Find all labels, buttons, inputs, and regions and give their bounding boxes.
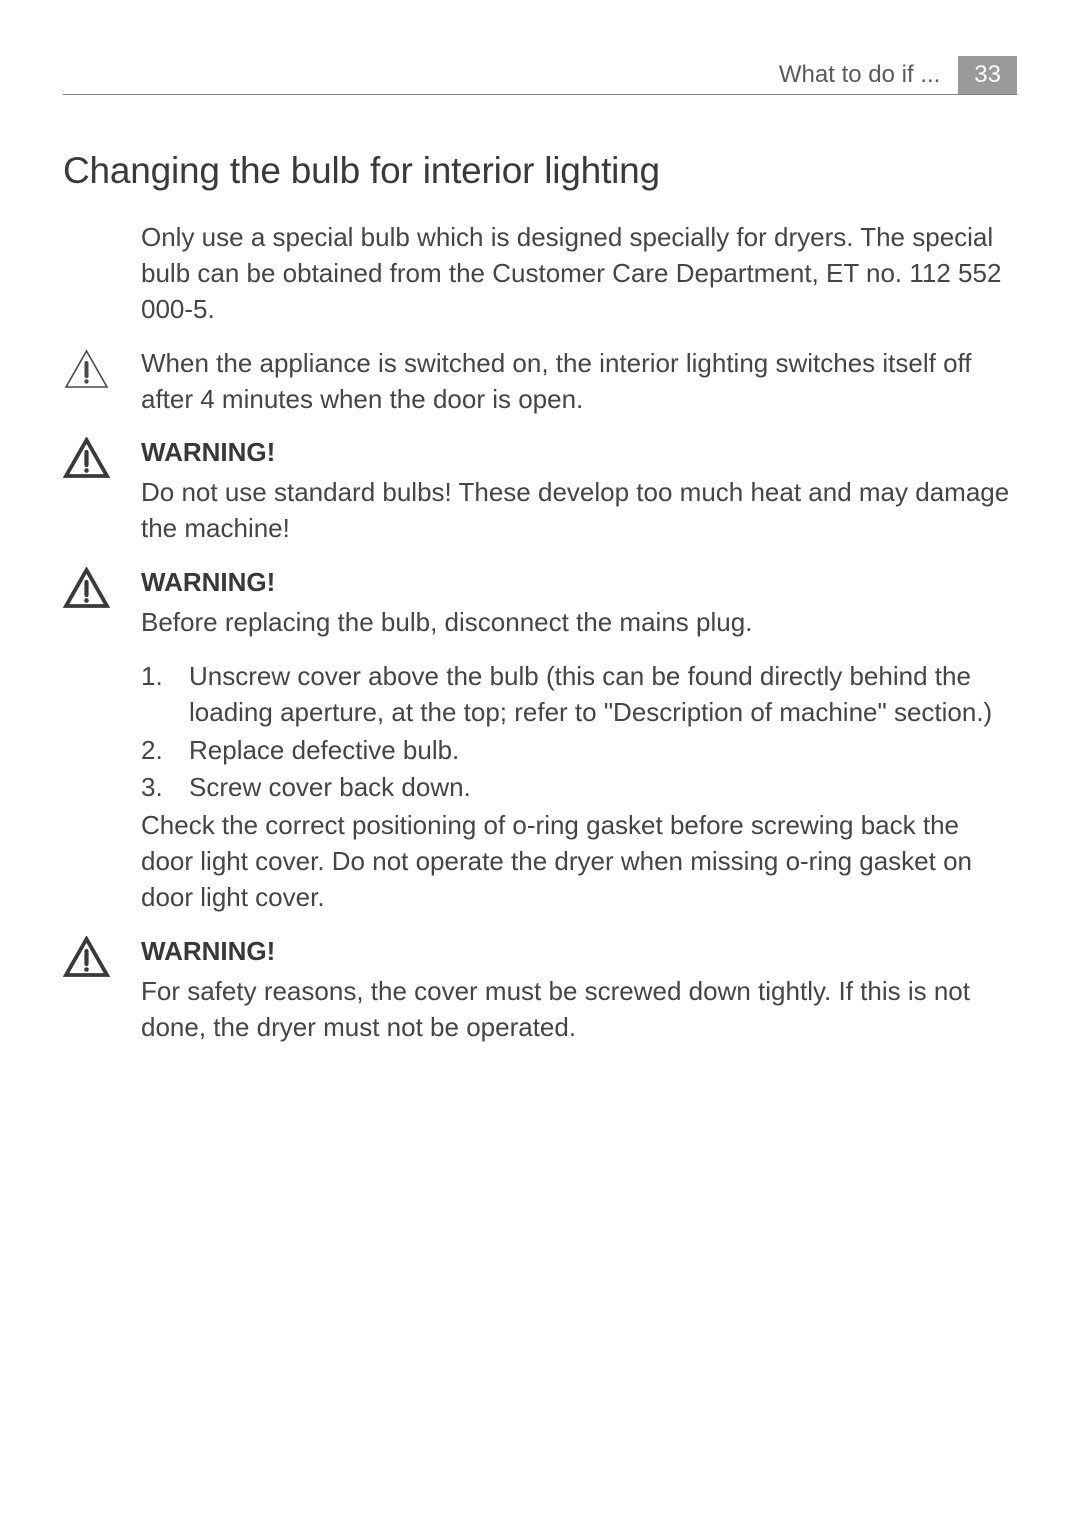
- warning-icon: [63, 437, 110, 479]
- step-item: Screw cover back down.: [141, 770, 1017, 806]
- steps-list: Unscrew cover above the bulb (this can b…: [141, 659, 1017, 807]
- warning2-row: WARNING! Before replacing the bulb, disc…: [63, 565, 1017, 641]
- warning-icon: [63, 936, 110, 978]
- icon-spacer: [63, 659, 141, 916]
- warning2-icon-col: [63, 565, 141, 641]
- caution-icon: [63, 348, 110, 390]
- warning3-body: For safety reasons, the cover must be sc…: [141, 974, 1017, 1046]
- warning1-body: Do not use standard bulbs! These develop…: [141, 475, 1017, 547]
- steps-text: Unscrew cover above the bulb (this can b…: [141, 659, 1017, 916]
- warning3-icon-col: [63, 934, 141, 1046]
- header-divider: [63, 94, 1017, 95]
- after-steps-text: Check the correct positioning of o-ring …: [141, 808, 1017, 916]
- warning3-text: WARNING! For safety reasons, the cover m…: [141, 934, 1017, 1046]
- warning1-row: WARNING! Do not use standard bulbs! Thes…: [63, 435, 1017, 547]
- page-header: What to do if ... 33: [779, 56, 1017, 94]
- header-section-label: What to do if ...: [779, 61, 940, 89]
- warning1-title: WARNING!: [141, 435, 1017, 471]
- intro-text: Only use a special bulb which is designe…: [141, 220, 1017, 328]
- warning-icon: [63, 567, 110, 609]
- note-row: When the appliance is switched on, the i…: [63, 346, 1017, 418]
- warning2-title: WARNING!: [141, 565, 1017, 601]
- warning2-body: Before replacing the bulb, disconnect th…: [141, 605, 1017, 641]
- warning3-row: WARNING! For safety reasons, the cover m…: [63, 934, 1017, 1046]
- warning2-text: WARNING! Before replacing the bulb, disc…: [141, 565, 1017, 641]
- warning3-title: WARNING!: [141, 934, 1017, 970]
- note-text: When the appliance is switched on, the i…: [141, 346, 1017, 418]
- page-content: Changing the bulb for interior lighting …: [63, 150, 1017, 1064]
- steps-row: Unscrew cover above the bulb (this can b…: [63, 659, 1017, 916]
- warning1-text: WARNING! Do not use standard bulbs! Thes…: [141, 435, 1017, 547]
- step-item: Replace defective bulb.: [141, 733, 1017, 769]
- section-title: Changing the bulb for interior lighting: [63, 150, 1017, 192]
- step-item: Unscrew cover above the bulb (this can b…: [141, 659, 1017, 731]
- page-number-badge: 33: [958, 56, 1017, 94]
- intro-row: Only use a special bulb which is designe…: [63, 220, 1017, 328]
- warning1-icon-col: [63, 435, 141, 547]
- icon-spacer: [63, 220, 141, 328]
- note-icon-col: [63, 346, 141, 418]
